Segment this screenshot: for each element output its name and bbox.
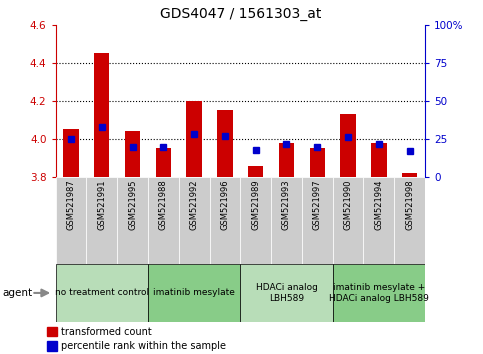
Bar: [371, 143, 386, 177]
Text: percentile rank within the sample: percentile rank within the sample: [61, 341, 226, 351]
Text: imatinib mesylate: imatinib mesylate: [153, 289, 235, 297]
Bar: [394, 177, 425, 264]
Text: GSM521990: GSM521990: [343, 179, 353, 230]
Bar: [86, 177, 117, 264]
Text: transformed count: transformed count: [61, 327, 152, 337]
Bar: [47, 341, 57, 351]
Text: GSM521997: GSM521997: [313, 179, 322, 230]
Text: GSM521995: GSM521995: [128, 179, 137, 230]
Text: imatinib mesylate +
HDACi analog LBH589: imatinib mesylate + HDACi analog LBH589: [329, 283, 429, 303]
Text: GSM521991: GSM521991: [97, 179, 106, 230]
Bar: [210, 177, 240, 264]
Bar: [302, 177, 333, 264]
Text: GSM521987: GSM521987: [67, 179, 75, 230]
Bar: [148, 264, 241, 322]
Text: GSM521989: GSM521989: [251, 179, 260, 230]
Bar: [341, 114, 356, 177]
Text: GSM521994: GSM521994: [374, 179, 384, 230]
Bar: [148, 177, 179, 264]
Text: GSM521996: GSM521996: [220, 179, 229, 230]
Bar: [402, 173, 417, 177]
Text: GSM521998: GSM521998: [405, 179, 414, 230]
Bar: [271, 177, 302, 264]
Bar: [56, 264, 148, 322]
Bar: [156, 148, 171, 177]
Bar: [333, 177, 364, 264]
Bar: [310, 148, 325, 177]
Bar: [179, 177, 210, 264]
Text: GSM521988: GSM521988: [159, 179, 168, 230]
Bar: [117, 177, 148, 264]
Text: no treatment control: no treatment control: [55, 289, 149, 297]
Bar: [56, 177, 86, 264]
Text: agent: agent: [2, 288, 32, 298]
Bar: [279, 143, 294, 177]
Bar: [217, 110, 233, 177]
Bar: [186, 101, 202, 177]
Bar: [94, 53, 110, 177]
Title: GDS4047 / 1561303_at: GDS4047 / 1561303_at: [159, 7, 321, 21]
Bar: [47, 327, 57, 336]
Bar: [125, 131, 140, 177]
Text: HDACi analog
LBH589: HDACi analog LBH589: [256, 283, 317, 303]
Bar: [240, 177, 271, 264]
Bar: [364, 177, 394, 264]
Text: GSM521993: GSM521993: [282, 179, 291, 230]
Bar: [333, 264, 425, 322]
Text: GSM521992: GSM521992: [190, 179, 199, 230]
Bar: [241, 264, 333, 322]
Bar: [63, 130, 79, 177]
Bar: [248, 166, 263, 177]
